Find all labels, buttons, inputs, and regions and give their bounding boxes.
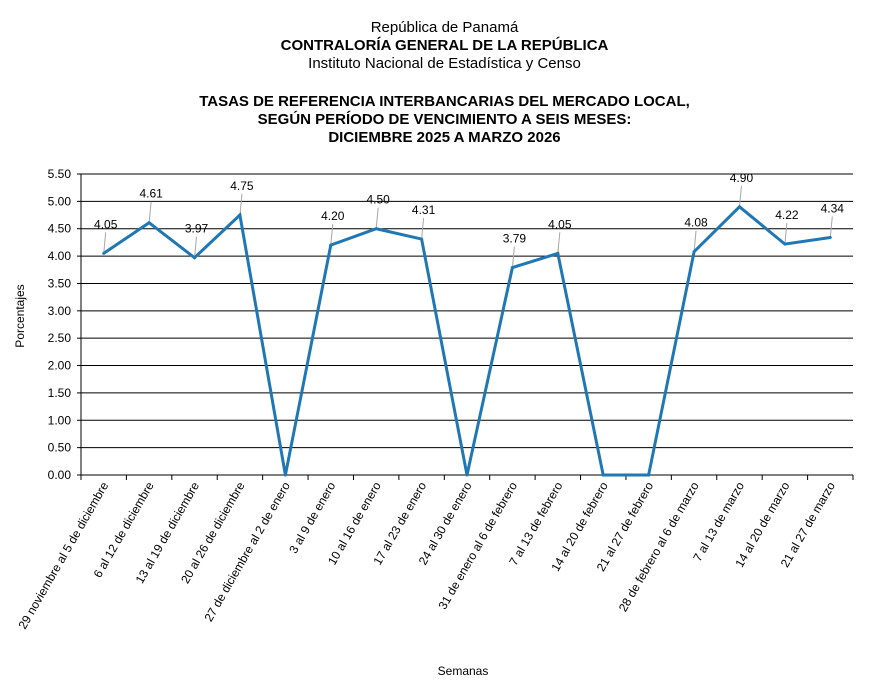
y-tick-label: 1.00 bbox=[48, 413, 72, 427]
x-axis-label: Semanas bbox=[438, 664, 489, 678]
chart-title-line-1: TASAS DE REFERENCIA INTERBANCARIAS DEL M… bbox=[199, 93, 690, 110]
data-label: 4.05 bbox=[94, 217, 118, 231]
y-tick-label: 5.00 bbox=[48, 194, 72, 208]
data-point bbox=[465, 473, 469, 477]
data-label-leader bbox=[239, 193, 243, 216]
x-tick-label: 27 de diciembre al 2 de enero bbox=[201, 479, 293, 624]
data-point bbox=[556, 251, 560, 255]
data-point bbox=[692, 250, 696, 254]
data-label-leaders bbox=[103, 185, 833, 268]
chart-title-line-2: SEGÚN PERÍODO DE VENCIMIENTO A SEIS MESE… bbox=[257, 111, 632, 128]
data-label-leader bbox=[784, 223, 788, 245]
data-point bbox=[601, 473, 605, 477]
data-label: 4.90 bbox=[730, 171, 754, 185]
series bbox=[102, 204, 832, 477]
data-label: 4.08 bbox=[684, 216, 708, 230]
data-label-leader bbox=[421, 218, 425, 240]
data-label: 4.50 bbox=[366, 193, 390, 207]
data-label: 4.20 bbox=[321, 209, 345, 223]
x-tick-label: 31 de enero al 6 de febrero bbox=[435, 479, 520, 612]
data-label-leader bbox=[103, 232, 107, 254]
data-point bbox=[329, 243, 333, 247]
data-point bbox=[828, 235, 832, 239]
series-line bbox=[102, 204, 831, 477]
data-label-leader bbox=[511, 246, 515, 268]
y-tick-label: 2.00 bbox=[48, 359, 72, 373]
data-label-leader bbox=[330, 224, 334, 246]
data-point bbox=[737, 205, 741, 209]
x-tick-label: 29 noviembre al 5 de diciembre bbox=[15, 479, 111, 631]
data-point bbox=[147, 221, 151, 225]
data-label-leader bbox=[693, 230, 697, 252]
header-country: República de Panamá bbox=[370, 19, 519, 36]
data-label: 4.22 bbox=[775, 208, 799, 222]
data-label-leader bbox=[738, 185, 742, 207]
data-point bbox=[374, 227, 378, 231]
data-point bbox=[102, 251, 106, 255]
data-label: 3.97 bbox=[185, 222, 209, 236]
header-institution: CONTRALORÍA GENERAL DE LA REPÚBLICA bbox=[280, 37, 609, 54]
y-tick-label: 0.00 bbox=[48, 468, 72, 482]
data-point bbox=[647, 473, 651, 477]
x-tick-label: 3 al 9 de enero bbox=[286, 479, 338, 556]
data-label-leader bbox=[557, 232, 561, 254]
data-label: 4.34 bbox=[821, 201, 845, 215]
y-tick-label: 3.50 bbox=[48, 276, 72, 290]
y-tick-label: 4.50 bbox=[48, 222, 72, 236]
y-tick-label: 2.50 bbox=[48, 331, 72, 345]
data-label: 4.61 bbox=[139, 187, 163, 201]
y-axis-label: Porcentajes bbox=[13, 284, 27, 347]
y-tick-label: 1.50 bbox=[48, 386, 72, 400]
x-tick-label: 28 de febrero al 6 de marzo bbox=[616, 479, 702, 614]
data-labels: 4.05 4.61 3.97 4.75 4.20 4.50 4.31 3.79 4.05 4.08… bbox=[94, 171, 844, 246]
data-label: 3.79 bbox=[503, 232, 527, 246]
data-point bbox=[193, 256, 197, 260]
chart-title-line-3: DICIEMBRE 2025 A MARZO 2026 bbox=[328, 129, 561, 146]
data-label-leader bbox=[148, 201, 152, 223]
data-point bbox=[283, 473, 287, 477]
data-point bbox=[238, 213, 242, 217]
data-label: 4.75 bbox=[230, 179, 254, 193]
y-tick-label: 5.50 bbox=[48, 167, 72, 181]
data-point bbox=[783, 242, 787, 246]
y-tick-label: 4.00 bbox=[48, 249, 72, 263]
gridlines bbox=[77, 173, 853, 476]
data-label: 4.05 bbox=[548, 217, 572, 231]
y-tick-label: 0.50 bbox=[48, 441, 72, 455]
data-label-leader bbox=[829, 216, 833, 238]
y-tick-label: 3.00 bbox=[48, 304, 72, 318]
data-label-leader bbox=[375, 207, 379, 229]
data-label: 4.31 bbox=[412, 203, 436, 217]
data-point bbox=[420, 237, 424, 241]
y-axis-ticks: 0.00 0.50 1.00 1.50 2.00 2.50 3.00 3.50 4.00 4.50… bbox=[48, 167, 72, 482]
data-label-leader bbox=[194, 236, 198, 258]
header-institute: Instituto Nacional de Estadística y Cens… bbox=[308, 55, 581, 72]
data-point bbox=[510, 266, 514, 270]
